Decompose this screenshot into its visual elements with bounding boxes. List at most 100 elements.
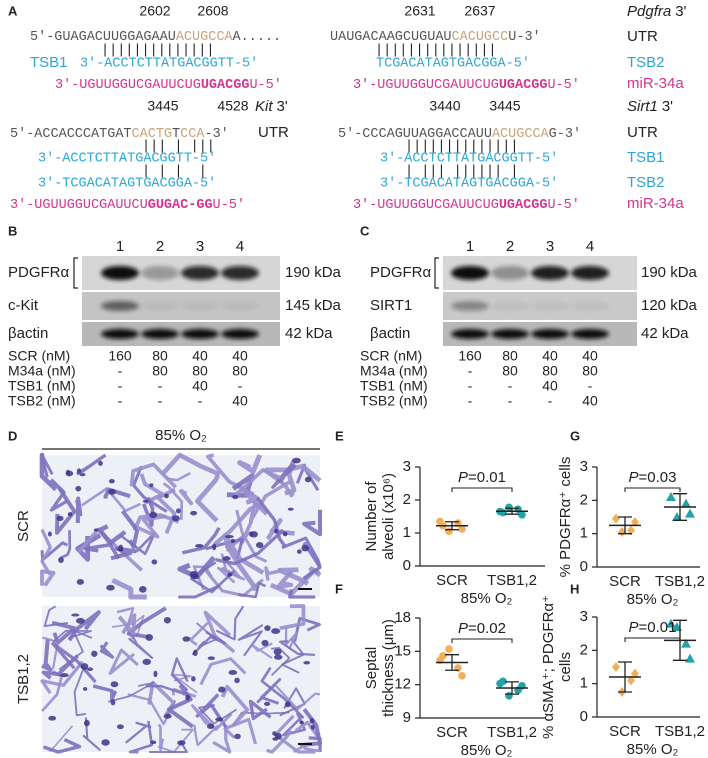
sequence: 3'-ACCTCTTATGACGGTT-5' bbox=[38, 152, 216, 167]
nucleus bbox=[91, 650, 98, 657]
septum bbox=[54, 486, 77, 535]
gene-name: Pdgfra bbox=[627, 3, 671, 20]
data-point bbox=[612, 662, 620, 672]
condition-value: 160 bbox=[108, 348, 132, 364]
nucleus bbox=[66, 469, 71, 476]
base-pairs: | ||| |||||| | bbox=[405, 165, 518, 180]
septum bbox=[195, 474, 220, 523]
probe-name: TSB1 bbox=[627, 149, 665, 166]
p-text: =0.01 bbox=[639, 619, 677, 636]
y-axis-label: cells bbox=[557, 652, 574, 682]
lane-number: 4 bbox=[236, 238, 244, 255]
septum bbox=[191, 630, 227, 656]
nucleus bbox=[151, 559, 158, 565]
septum bbox=[178, 488, 194, 506]
nucleus bbox=[47, 531, 52, 537]
condition-value: 80 bbox=[502, 363, 518, 379]
sequence-segment: CCA bbox=[180, 127, 205, 142]
x-tick-label: TSB1,2 bbox=[655, 723, 705, 740]
mirna-name: miR-34a bbox=[627, 75, 684, 92]
protein-name: SIRT1 bbox=[370, 297, 412, 314]
nucleus bbox=[263, 701, 271, 706]
septum bbox=[149, 740, 188, 754]
molecular-weight: 120 kDa bbox=[641, 297, 698, 314]
nucleus bbox=[108, 488, 116, 495]
nucleus bbox=[185, 694, 190, 701]
significance-bracket bbox=[624, 637, 681, 642]
septum bbox=[81, 487, 142, 513]
septum bbox=[146, 684, 187, 696]
blot-band bbox=[141, 266, 179, 280]
nucleus bbox=[75, 485, 82, 492]
y-axis-label: % PDGFRα⁺ cells bbox=[557, 457, 574, 578]
septum bbox=[107, 681, 155, 703]
septum bbox=[270, 647, 291, 676]
nucleus bbox=[110, 681, 119, 688]
septum bbox=[302, 509, 323, 537]
blot-band bbox=[531, 266, 569, 280]
bracket bbox=[434, 257, 439, 289]
y-tick-label: 1 bbox=[580, 525, 588, 542]
condition-value: - bbox=[158, 378, 163, 394]
septum bbox=[73, 669, 87, 717]
data-point bbox=[458, 671, 466, 680]
utr-label: UTR bbox=[627, 28, 658, 45]
y-tick-label: 2 bbox=[580, 491, 588, 508]
data-point bbox=[612, 513, 620, 524]
septum bbox=[276, 569, 294, 589]
gene-label: Pdgfra 3' bbox=[627, 3, 687, 20]
septum bbox=[250, 642, 273, 659]
y-axis-label: Septal bbox=[363, 647, 380, 690]
data-point bbox=[445, 645, 453, 653]
protein-name: c-Kit bbox=[8, 297, 39, 314]
septum bbox=[223, 717, 258, 745]
condition-value: 80 bbox=[582, 363, 598, 379]
y-tick-label: 2 bbox=[580, 641, 588, 658]
y-tick-label: 0 bbox=[580, 558, 588, 575]
condition-name: M34a (nM) bbox=[360, 363, 428, 379]
nucleus bbox=[303, 661, 311, 665]
septum bbox=[39, 452, 58, 492]
blot-band bbox=[141, 329, 179, 339]
septum bbox=[41, 638, 53, 672]
y-axis-label: Number of bbox=[363, 481, 380, 552]
septum bbox=[156, 487, 177, 535]
septum bbox=[162, 482, 184, 520]
septum bbox=[117, 613, 137, 636]
nucleus bbox=[192, 649, 198, 657]
y-axis-label: % αSMA⁺; PDGFRα⁺ bbox=[540, 595, 557, 739]
y-tick-label: 1 bbox=[580, 675, 588, 692]
blot-band bbox=[101, 329, 139, 339]
sequence-segment: UGACGG bbox=[499, 78, 548, 93]
septum bbox=[40, 660, 84, 695]
nucleus bbox=[106, 584, 115, 591]
blot-band bbox=[221, 329, 259, 339]
molecular-weight: 42 kDa bbox=[285, 325, 333, 342]
septum bbox=[288, 588, 316, 599]
blot-band bbox=[571, 266, 609, 280]
nucleus bbox=[93, 528, 99, 532]
nucleus bbox=[191, 676, 196, 682]
protein-name: βactin bbox=[370, 325, 410, 342]
blot-band bbox=[531, 301, 569, 311]
utr-label: UTR bbox=[258, 124, 289, 141]
y-tick-label: 3 bbox=[403, 458, 411, 475]
nucleus bbox=[234, 733, 241, 740]
septum bbox=[235, 509, 268, 563]
sequence-segment: 5'-CCCAGUUAGGACCAUU bbox=[338, 127, 492, 142]
p-symbol: P bbox=[458, 620, 468, 637]
sequence: 3'-UGUUGGUCGAUUCUGUGACGGU-5' bbox=[353, 78, 580, 93]
p-value: P=0.01 bbox=[458, 469, 506, 486]
gene-label: Kit 3' bbox=[255, 98, 288, 115]
p-value: P=0.01 bbox=[629, 619, 677, 636]
nucleus bbox=[264, 625, 271, 631]
protein-name: PDGFRα bbox=[370, 264, 432, 281]
nucleus bbox=[273, 648, 282, 656]
molecular-weight: 190 kDa bbox=[285, 264, 342, 281]
septum bbox=[92, 684, 118, 702]
lane-number: 1 bbox=[116, 238, 124, 255]
nucleus bbox=[149, 511, 158, 519]
sequence: UAUGACAAGCUGUAUCACUGCCU-3' bbox=[330, 30, 541, 45]
septum bbox=[186, 621, 209, 646]
